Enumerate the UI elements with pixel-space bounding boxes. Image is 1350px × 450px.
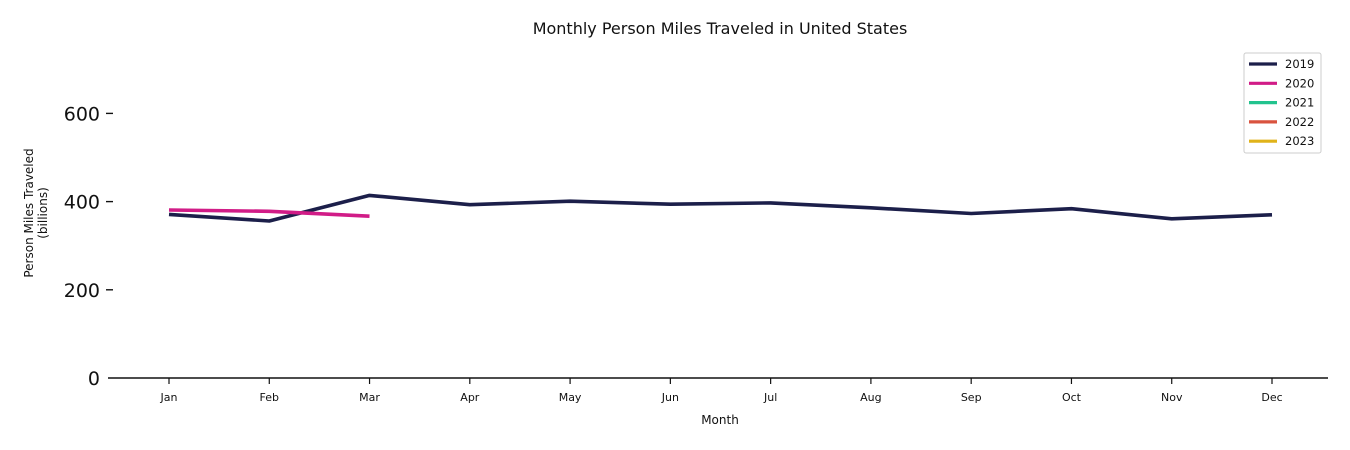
x-tick-label: Aug (860, 391, 881, 404)
x-tick-label: Jul (763, 391, 777, 404)
legend-label-2019: 2019 (1285, 57, 1314, 71)
x-tick-label: Sep (961, 391, 982, 404)
y-axis-ticks: 0 200 400 600 (64, 103, 113, 390)
series-lines (168, 193, 1273, 223)
y-axis-label-line1: Person Miles Traveled (22, 148, 36, 277)
legend-label-2022: 2022 (1285, 115, 1314, 129)
legend-box (1243, 52, 1322, 154)
y-axis-label: Person Miles Traveled (billions) (22, 148, 50, 277)
x-tick-label: Nov (1161, 391, 1183, 404)
x-tick-label: Jun (661, 391, 679, 404)
x-tick-label: Mar (359, 391, 380, 404)
y-tick-label: 400 (64, 192, 100, 214)
y-tick-label: 0 (88, 368, 100, 390)
x-axis-ticks: Jan Feb Mar Apr May Jun Jul Aug Sep Oct Nov Dec (160, 378, 1283, 404)
y-tick-label: 600 (64, 103, 100, 125)
series-line-2020 (168, 208, 370, 218)
series-line-2019 (168, 193, 1273, 223)
x-tick-label: Oct (1062, 391, 1082, 404)
legend-label-2020: 2020 (1285, 76, 1314, 90)
legend: 2019 2020 2021 2022 2023 (1243, 52, 1322, 154)
x-tick-label: May (559, 391, 582, 404)
legend-label-2021: 2021 (1285, 96, 1314, 110)
x-tick-label: Jan (160, 391, 178, 404)
x-tick-label: Dec (1261, 391, 1282, 404)
legend-label-2023: 2023 (1285, 134, 1314, 148)
x-tick-label: Feb (260, 391, 279, 404)
y-axis-label-line2: (billions) (36, 187, 50, 239)
y-tick-label: 200 (64, 280, 100, 302)
x-tick-label: Apr (460, 391, 480, 404)
chart-title: Monthly Person Miles Traveled in United … (533, 19, 908, 38)
x-axis-label: Month (701, 413, 739, 427)
